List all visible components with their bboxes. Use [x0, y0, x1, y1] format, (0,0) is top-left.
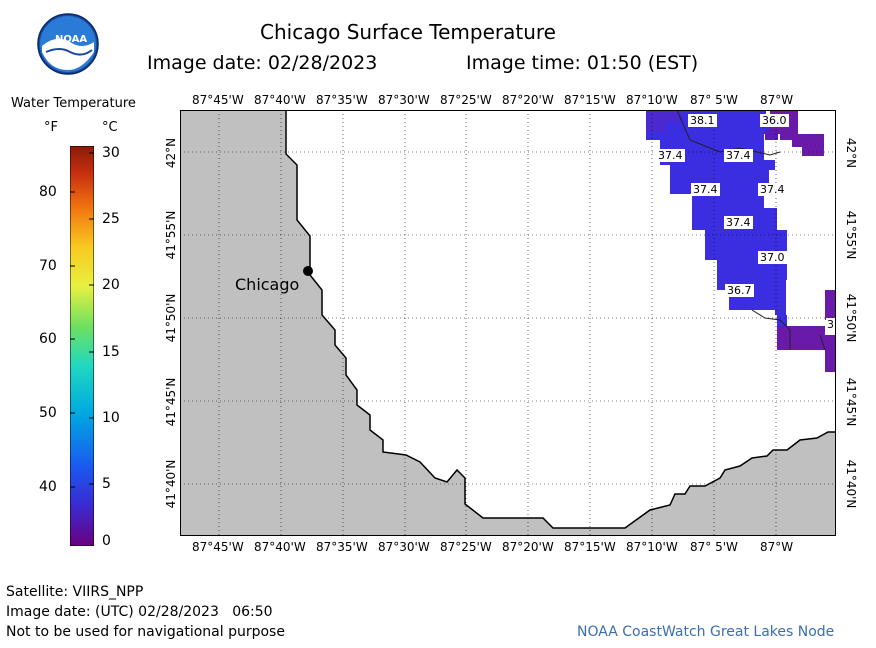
lat-label-left: 41°40'N — [164, 459, 178, 509]
lat-label-left: 42°N — [164, 137, 178, 169]
land-mass — [180, 110, 836, 536]
lon-label-top: 87°20'W — [502, 93, 554, 107]
temp-label: 38.1 — [688, 114, 717, 127]
temp-label: 37.4 — [724, 149, 753, 162]
lat-label-right: 41°55'N — [844, 210, 858, 260]
legend-unit-f: °F — [44, 120, 58, 135]
lon-label-bottom: 87°35'W — [316, 540, 368, 554]
legend-title: Water Temperature — [11, 96, 136, 111]
temp-label: 36.0 — [760, 114, 789, 127]
c-tick-25: 25 — [102, 211, 120, 227]
temp-label: 37.0 — [758, 251, 787, 264]
lon-label-top: 87°10'W — [626, 93, 678, 107]
lon-label-top: 87°35'W — [316, 93, 368, 107]
logo-text: NOAA — [55, 34, 88, 45]
satellite-info: Satellite: VIIRS_NPP — [6, 584, 144, 600]
lon-label-top: 87°25'W — [440, 93, 492, 107]
c-tick-5: 5 — [102, 476, 111, 492]
temp-label: 36.7 — [725, 284, 754, 297]
lon-label-bottom: 87°15'W — [564, 540, 616, 554]
lon-label-top: 87°30'W — [378, 93, 430, 107]
image-date: Image date: 02/28/2023 — [147, 52, 378, 74]
lon-label-top: 87°45'W — [192, 93, 244, 107]
lon-label-bottom: 87°30'W — [378, 540, 430, 554]
temp-label: 37.4 — [724, 216, 753, 229]
credit-link[interactable]: NOAA CoastWatch Great Lakes Node — [577, 624, 835, 640]
temp-label: 37.4 — [758, 183, 787, 196]
map-panel: Chicago 38.1 36.0 37.4 37.4 37.4 37.4 37… — [180, 109, 836, 536]
legend-unit-c: °C — [102, 120, 118, 135]
lon-label-bottom: 87°20'W — [502, 540, 554, 554]
c-tick-10: 10 — [102, 410, 120, 426]
lon-label-bottom: 87°25'W — [440, 540, 492, 554]
lon-label-bottom: 87°45'W — [192, 540, 244, 554]
f-tick-80: 80 — [39, 184, 57, 200]
utc-date: Image date: (UTC) 02/28/2023 06:50 — [6, 604, 273, 620]
lat-label-left: 41°55'N — [164, 210, 178, 260]
lat-label-right: 41°40'N — [844, 459, 858, 509]
map-frame — [180, 110, 836, 536]
lon-label-top: 87°15'W — [564, 93, 616, 107]
f-tick-40: 40 — [39, 479, 57, 495]
lon-label-top: 87°40'W — [254, 93, 306, 107]
lon-label-bottom: 87°10'W — [626, 540, 678, 554]
f-tick-50: 50 — [39, 405, 57, 421]
lat-label-right: 41°45'N — [844, 377, 858, 427]
f-tick-70: 70 — [39, 258, 57, 274]
f-tick-60: 60 — [39, 331, 57, 347]
lon-label-top: 87° 5'W — [690, 93, 738, 107]
noaa-logo: NOAA — [36, 12, 100, 76]
page-title: Chicago Surface Temperature — [260, 20, 556, 44]
lon-label-bottom: 87° 5'W — [690, 540, 738, 554]
temp-label: 37.4 — [656, 149, 685, 162]
lat-label-left: 41°45'N — [164, 377, 178, 427]
c-tick-20: 20 — [102, 277, 120, 293]
lon-label-top: 87°W — [760, 93, 794, 107]
image-time: Image time: 01:50 (EST) — [466, 52, 699, 74]
c-tick-30: 30 — [102, 145, 120, 161]
c-tick-15: 15 — [102, 344, 120, 360]
color-bar — [69, 145, 95, 547]
lon-label-bottom: 87°40'W — [254, 540, 306, 554]
temp-label: 37.4 — [691, 183, 720, 196]
c-tick-0: 0 — [102, 533, 111, 549]
chicago-marker — [303, 266, 313, 276]
city-label: Chicago — [235, 275, 300, 294]
lat-label-right: 42°N — [844, 137, 858, 169]
lat-label-left: 41°50'N — [164, 293, 178, 343]
temp-label: 3 — [826, 318, 835, 331]
disclaimer: Not to be used for navigational purpose — [6, 624, 285, 640]
lat-label-right: 41°50'N — [844, 293, 858, 343]
lon-label-bottom: 87°W — [760, 540, 794, 554]
